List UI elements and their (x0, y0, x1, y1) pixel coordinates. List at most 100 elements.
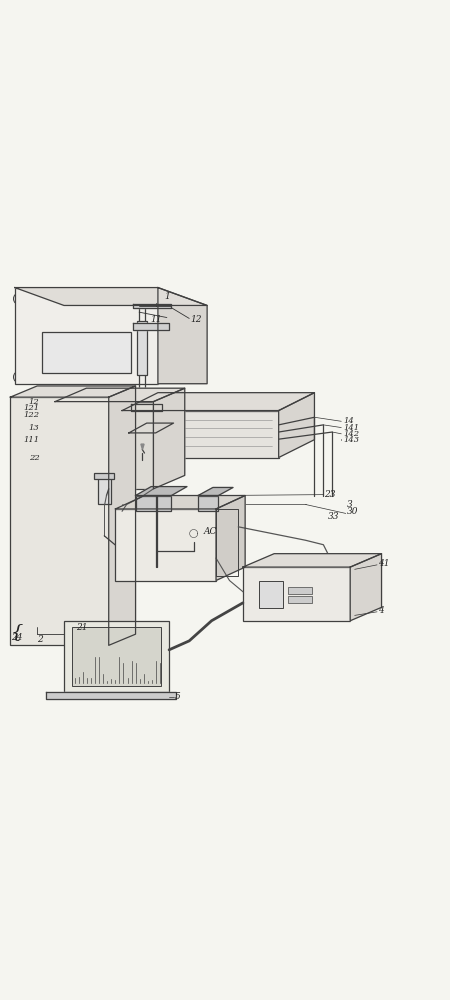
Bar (80, 429, 99, 446)
Bar (55, 402, 153, 489)
Polygon shape (153, 388, 185, 489)
Ellipse shape (52, 463, 72, 471)
Bar (98, 478, 111, 504)
Polygon shape (141, 444, 144, 449)
Bar (80, 467, 99, 484)
Polygon shape (216, 496, 245, 580)
Bar (80, 411, 99, 428)
Ellipse shape (136, 301, 149, 307)
Circle shape (153, 531, 180, 558)
Text: 23: 23 (324, 490, 336, 499)
Polygon shape (158, 288, 207, 384)
Bar (108, 411, 127, 428)
Ellipse shape (52, 407, 72, 415)
Ellipse shape (52, 425, 72, 433)
Circle shape (112, 445, 122, 456)
Text: 3: 3 (346, 500, 352, 509)
Circle shape (84, 483, 95, 493)
Circle shape (84, 407, 95, 418)
Bar (135, 496, 171, 511)
Bar (288, 587, 312, 594)
Circle shape (56, 464, 67, 475)
Bar (108, 486, 127, 503)
Text: 12: 12 (190, 315, 202, 324)
Ellipse shape (80, 482, 99, 490)
Text: 12: 12 (29, 398, 40, 406)
Circle shape (84, 445, 95, 456)
Bar (80, 448, 99, 465)
Text: 141: 141 (343, 424, 360, 432)
Polygon shape (122, 393, 315, 411)
Text: 41: 41 (378, 559, 390, 568)
Text: 24: 24 (11, 633, 23, 642)
Circle shape (56, 426, 67, 437)
Bar (72, 627, 161, 686)
Bar (64, 621, 169, 692)
Text: {: { (10, 623, 22, 641)
Ellipse shape (108, 425, 127, 433)
Text: 143: 143 (343, 436, 360, 444)
Polygon shape (116, 496, 245, 509)
Polygon shape (46, 692, 176, 699)
Bar (243, 567, 350, 621)
Circle shape (112, 426, 122, 437)
Bar (52, 486, 72, 503)
Bar (108, 467, 127, 484)
Ellipse shape (80, 425, 99, 433)
Bar (52, 448, 72, 465)
Ellipse shape (86, 496, 122, 554)
Bar (259, 580, 283, 608)
Bar (122, 411, 279, 458)
Circle shape (14, 293, 25, 305)
Bar (42, 332, 131, 373)
Polygon shape (131, 404, 162, 411)
Bar (198, 496, 218, 511)
Text: 13: 13 (29, 424, 40, 432)
Bar (80, 486, 99, 503)
Text: 121: 121 (23, 404, 40, 412)
Text: 33: 33 (328, 512, 339, 521)
Ellipse shape (80, 463, 99, 471)
Ellipse shape (80, 444, 99, 452)
Text: 21: 21 (76, 623, 88, 632)
Bar (137, 321, 147, 375)
Polygon shape (243, 554, 382, 567)
Bar (108, 429, 127, 446)
Text: 22: 22 (29, 454, 40, 462)
Polygon shape (133, 304, 171, 308)
Circle shape (165, 302, 173, 310)
Ellipse shape (80, 407, 99, 415)
Text: 142: 142 (343, 430, 360, 438)
Ellipse shape (108, 482, 127, 490)
Text: 11: 11 (150, 315, 162, 324)
Ellipse shape (108, 407, 127, 415)
Text: AC: AC (203, 527, 217, 536)
Bar (94, 473, 114, 479)
Circle shape (159, 538, 173, 551)
Ellipse shape (52, 444, 72, 452)
Text: 2: 2 (37, 635, 43, 644)
Circle shape (112, 464, 122, 475)
Polygon shape (109, 386, 135, 645)
Polygon shape (198, 487, 233, 496)
Polygon shape (15, 288, 207, 305)
Circle shape (56, 483, 67, 493)
Circle shape (84, 464, 95, 475)
Bar (288, 596, 312, 603)
Circle shape (84, 426, 95, 437)
Text: 30: 30 (346, 507, 358, 516)
Text: 111: 111 (23, 436, 40, 444)
Text: 14: 14 (343, 417, 354, 425)
Bar (52, 429, 72, 446)
Bar (108, 448, 127, 465)
Polygon shape (129, 423, 174, 433)
Polygon shape (133, 323, 169, 330)
Bar (129, 433, 156, 458)
Polygon shape (10, 386, 135, 397)
Circle shape (56, 445, 67, 456)
Circle shape (46, 326, 59, 339)
Polygon shape (350, 554, 382, 621)
Circle shape (112, 483, 122, 493)
Bar (15, 288, 158, 384)
Polygon shape (279, 393, 315, 458)
